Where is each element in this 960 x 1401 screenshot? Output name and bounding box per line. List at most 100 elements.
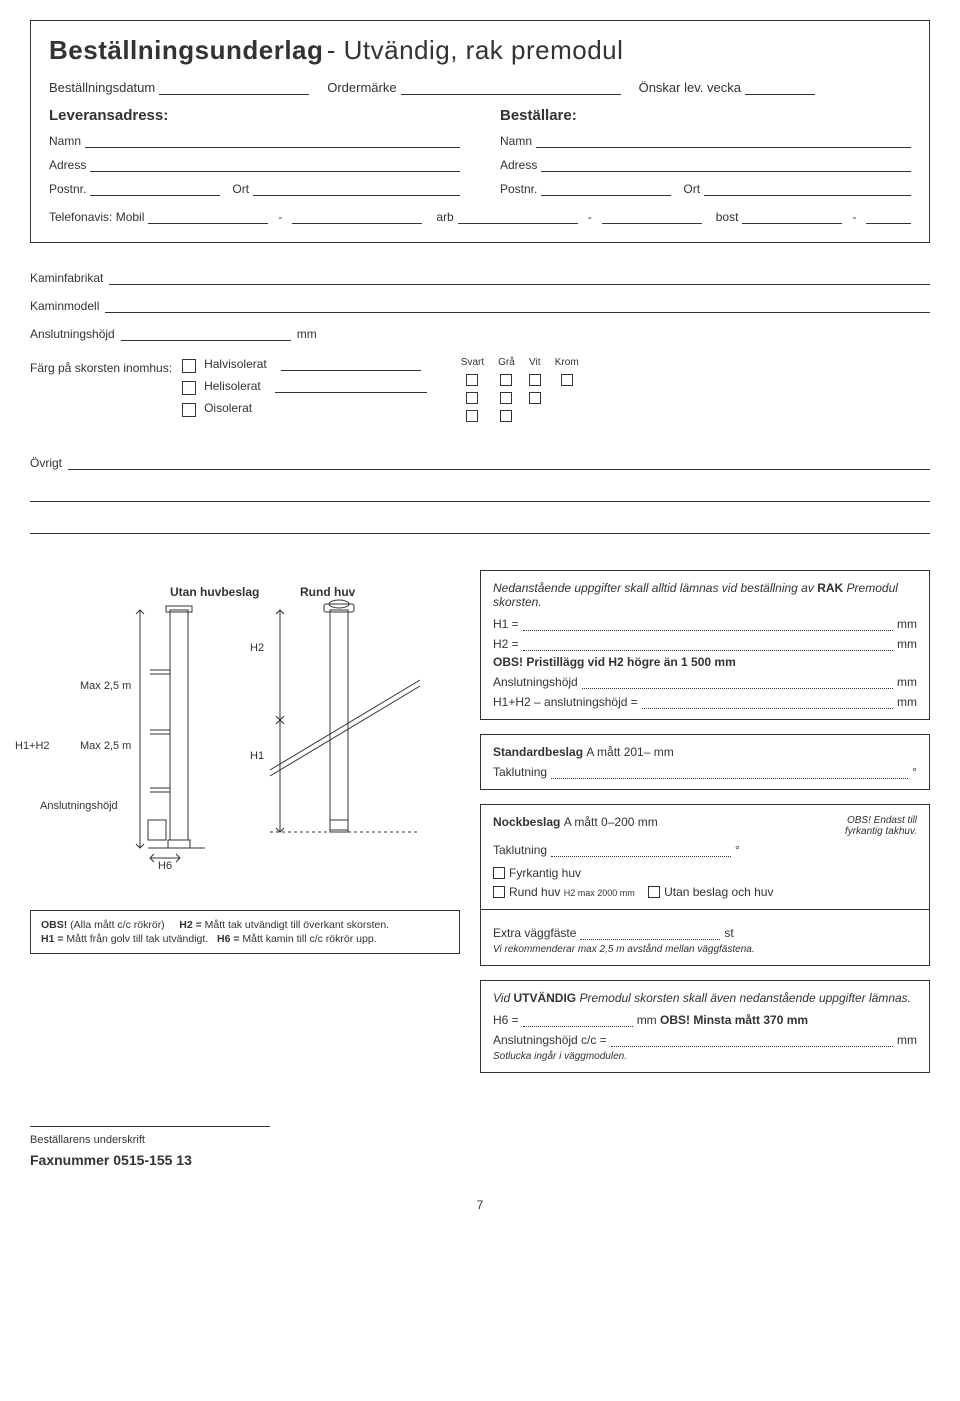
orderer-name-input[interactable] (536, 134, 911, 148)
diag-ansl-label: Anslutningshöjd (40, 800, 118, 812)
order-mark-label: Ordermärke (327, 80, 396, 95)
vit-halv[interactable] (529, 374, 541, 386)
title-rest: - Utvändig, rak premodul (327, 35, 624, 65)
fax-number: Faxnummer 0515-155 13 (30, 1152, 930, 1168)
kamin-modell-input[interactable] (105, 299, 930, 313)
krom-halv[interactable] (561, 374, 573, 386)
box3-nock-b: A mått 0–200 mm (564, 815, 658, 829)
delivery-name-label: Namn (49, 134, 81, 148)
delivery-ort-label: Ort (232, 182, 249, 196)
obs-h1def-r: Mått från golv till tak utvändigt. (66, 933, 208, 945)
box5-h6-mm: mm (637, 1013, 657, 1027)
box5-ansl-input[interactable] (611, 1035, 893, 1047)
gra-heli[interactable] (500, 392, 512, 404)
box1-head-a: Nedanstående uppgifter skall alltid lämn… (493, 581, 817, 595)
box1-prist: OBS! Pristillägg vid H2 högre än 1 500 m… (493, 655, 917, 669)
tel-bost-input2[interactable] (866, 210, 911, 224)
kamin-modell-label: Kaminmodell (30, 299, 99, 313)
order-mark-field: Ordermärke (327, 80, 620, 95)
box1-head-b: RAK (817, 581, 843, 595)
orderer-heading: Beställare: (500, 107, 911, 124)
tel-sep3: - (846, 210, 862, 224)
tel-arb-input[interactable] (458, 210, 578, 224)
orderer-col: Beställare: Namn Adress Postnr. Ort (500, 95, 911, 196)
obs-h1def-l: H1 = (41, 933, 66, 945)
halv-check[interactable] (182, 359, 196, 373)
obs-h6def-l: H6 = (217, 933, 242, 945)
delivery-ort-input[interactable] (253, 182, 460, 196)
ovrigt-label: Övrigt (30, 456, 62, 470)
orderer-address-input[interactable] (541, 158, 911, 172)
orderer-postnr-input[interactable] (541, 182, 671, 196)
box2-takl-lab: Taklutning (493, 765, 547, 779)
order-week-field: Önskar lev. vecka (639, 80, 815, 95)
delivery-address-label: Adress (49, 158, 86, 172)
rund-check[interactable] (493, 886, 505, 898)
box2-takl-input[interactable] (551, 767, 908, 779)
ovrigt-input3[interactable] (30, 520, 930, 534)
kamin-anslh-label: Anslutningshöjd (30, 327, 115, 341)
title-strong: Beställningsunderlag (49, 35, 323, 65)
box1-sum-input[interactable] (642, 697, 893, 709)
tel-mobile-input[interactable] (148, 210, 268, 224)
kamin-fabrikat-input[interactable] (109, 271, 930, 285)
box3-utanb: Utan beslag och huv (664, 885, 773, 899)
box4-st: st (724, 926, 733, 940)
kamin-anslh-input[interactable] (121, 327, 291, 341)
box1-sum-mm: mm (897, 695, 917, 709)
delivery-address-input[interactable] (90, 158, 460, 172)
obs-box: OBS! (Alla mått c/c rökrör) H2 = Mått ta… (30, 910, 460, 954)
diag-max1-label: Max 2,5 m (80, 680, 131, 692)
orderer-name-label: Namn (500, 134, 532, 148)
tel-bost-input[interactable] (742, 210, 842, 224)
halv-label: Halvisolerat (204, 357, 267, 371)
obs-h6def-r: Mått kamin till c/c rökrör upp. (242, 933, 376, 945)
obs-h2def-l: H2 = (179, 919, 204, 931)
order-mark-input[interactable] (401, 81, 621, 95)
gra-oiso[interactable] (500, 410, 512, 422)
box1-sum-lab: H1+H2 – anslutningshöjd = (493, 695, 638, 709)
tel-arb-input2[interactable] (602, 210, 702, 224)
box1-h1-input[interactable] (523, 619, 893, 631)
tel-mobile-input2[interactable] (292, 210, 422, 224)
diagram-panel: Utan huvbeslag Rund huv H1+H2 Max 2,5 m … (30, 570, 460, 1073)
ovrigt-input1[interactable] (68, 456, 930, 470)
box5-h6-input[interactable] (523, 1015, 633, 1027)
utan-check[interactable] (648, 886, 660, 898)
svart-heli[interactable] (466, 392, 478, 404)
box4-extra-input[interactable] (580, 928, 720, 940)
color-vit-label: Vit (529, 357, 541, 368)
form-title: Beställningsunderlag - Utvändig, rak pre… (49, 35, 911, 66)
box3-rund-b: H2 max 2000 mm (564, 888, 635, 898)
order-date-input[interactable] (159, 81, 309, 95)
order-week-label: Önskar lev. vecka (639, 80, 741, 95)
signature-row: Beställarens underskrift Faxnummer 0515-… (30, 1113, 930, 1168)
box5-ansl-lab: Anslutningshöjd c/c = (493, 1033, 607, 1047)
heli-label: Helisolerat (204, 379, 261, 393)
tel-sep2: - (582, 210, 598, 224)
vit-heli[interactable] (529, 392, 541, 404)
orderer-address-label: Adress (500, 158, 537, 172)
box1-h1-mm: mm (897, 617, 917, 631)
heli-check[interactable] (182, 381, 196, 395)
fyr-check[interactable] (493, 867, 505, 879)
box1-h2-lab: H2 = (493, 637, 519, 651)
svart-halv[interactable] (466, 374, 478, 386)
box1-h2-mm: mm (897, 637, 917, 651)
svart-oiso[interactable] (466, 410, 478, 422)
order-date-field: Beställningsdatum (49, 80, 309, 95)
orderer-ort-label: Ort (683, 182, 700, 196)
delivery-col: Leveransadress: Namn Adress Postnr. Ort (49, 95, 460, 196)
diag-h1h2-label: H1+H2 (15, 740, 50, 752)
box1-h2-input[interactable] (523, 639, 893, 651)
order-week-input[interactable] (745, 81, 815, 95)
oiso-check[interactable] (182, 403, 196, 417)
box3-takl-input[interactable] (551, 845, 731, 857)
delivery-name-input[interactable] (85, 134, 460, 148)
delivery-postnr-input[interactable] (90, 182, 220, 196)
gra-halv[interactable] (500, 374, 512, 386)
box1-ansl-input[interactable] (582, 677, 893, 689)
orderer-ort-input[interactable] (704, 182, 911, 196)
ovrigt-input2[interactable] (30, 488, 930, 502)
signature-line[interactable] (30, 1113, 270, 1127)
